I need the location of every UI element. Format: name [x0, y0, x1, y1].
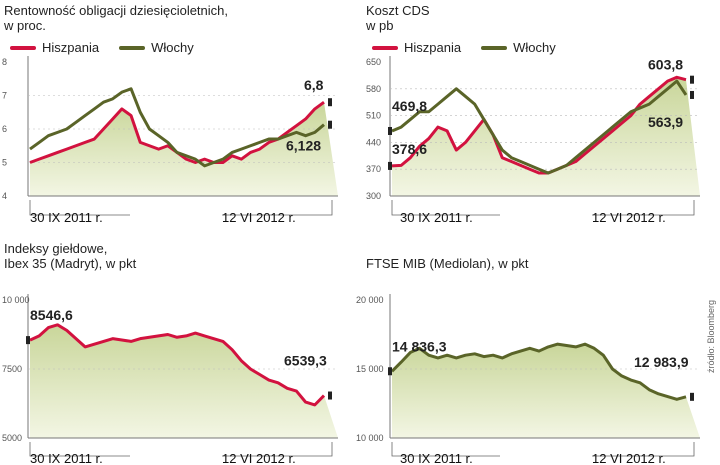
ftse-start-label: 14 836,3 — [392, 338, 447, 354]
ibex-title-line2: Ibex 35 (Madryt), w pkt — [4, 256, 137, 271]
cds-date-label: 12 VI 2012 r. — [592, 210, 666, 225]
bond-y-tick: 6 — [2, 124, 7, 134]
legend-spain: Hiszpania — [10, 40, 99, 55]
cds-area — [392, 77, 700, 196]
ftse-series-italy — [390, 342, 687, 401]
ibex-y-tick: 5000 — [2, 433, 22, 443]
ibex-date-bracket — [29, 442, 130, 457]
cds-date-bracket — [391, 200, 500, 216]
ibex-area — [30, 324, 338, 438]
ibex-title: Indeksy giełdowe, Ibex 35 (Madryt), w pk… — [4, 241, 136, 271]
cds-series-italy — [391, 79, 688, 175]
cds-y-tick: 300 — [366, 191, 381, 201]
ftse-date-label: 30 IX 2011 r. — [400, 451, 473, 465]
cds-end-label: 603,8 — [648, 57, 683, 73]
ftse-area — [392, 344, 700, 438]
ftse-date-label: 12 VI 2012 r. — [592, 451, 666, 465]
cds-y-tick: 440 — [366, 137, 381, 147]
ibex-end-label: 6539,3 — [284, 353, 327, 369]
legend-swatch-italy — [481, 45, 508, 50]
ftse-end-label: 12 983,9 — [634, 354, 689, 370]
cds-title-line2: w pb — [366, 18, 394, 33]
cds-title-line1: Koszt CDS — [366, 3, 430, 18]
bond-title: Rentowność obligacji dziesięcioletnich, … — [4, 3, 228, 33]
legend-italy: Włochy — [481, 40, 556, 55]
ibex-y-tick: 7500 — [2, 364, 22, 374]
legend-spain: Hiszpania — [372, 40, 461, 55]
ftse-title: FTSE MIB (Mediolan), w pkt — [366, 256, 529, 271]
bond-date-bracket — [222, 200, 333, 216]
legend-label-italy: Włochy — [151, 40, 194, 55]
cds-y-tick: 370 — [366, 164, 381, 174]
legend-swatch-italy — [119, 45, 146, 50]
cds-end-marker — [690, 75, 694, 84]
cds-start-marker — [388, 126, 392, 135]
ftse-title-line1: FTSE MIB (Mediolan), w pkt — [366, 256, 529, 271]
ftse-end-marker — [690, 392, 694, 401]
ftse-start-marker — [388, 367, 392, 376]
cds-legend: Hiszpania Włochy — [372, 40, 570, 55]
ftse-y-tick: 10 000 — [356, 433, 384, 443]
cds-y-tick: 510 — [366, 111, 381, 121]
source-note: źródło: Bloomberg — [706, 300, 716, 374]
legend-swatch-spain — [372, 45, 398, 50]
bond-date-label: 30 IX 2011 r. — [30, 210, 103, 225]
bond-y-tick: 4 — [2, 191, 7, 201]
bond-title-line2: w proc. — [4, 18, 46, 33]
legend-swatch-spain — [10, 45, 36, 50]
ftse-y-tick: 20 000 — [356, 295, 384, 305]
ibex-date-bracket — [222, 442, 333, 457]
ibex-end-marker — [328, 391, 332, 400]
ibex-start-label: 8546,6 — [30, 307, 73, 323]
cds-start-marker — [388, 161, 392, 170]
bond-y-tick: 5 — [2, 158, 7, 168]
bond-title-line1: Rentowność obligacji dziesięcioletnich, — [4, 3, 229, 18]
bond-end-label: 6,128 — [286, 138, 321, 154]
ftse-y-tick: 15 000 — [356, 364, 384, 374]
bond-y-tick: 7 — [2, 91, 7, 101]
cds-title: Koszt CDS w pb — [366, 3, 430, 33]
cds-end-label: 563,9 — [648, 114, 683, 130]
legend-italy: Włochy — [119, 40, 194, 55]
bond-y-tick: 8 — [2, 57, 7, 67]
cds-y-tick: 580 — [366, 84, 381, 94]
bond-series-italy — [29, 87, 325, 168]
ibex-date-label: 30 IX 2011 r. — [30, 451, 103, 465]
ibex-y-tick: 10 000 — [2, 295, 30, 305]
bond-date-bracket — [29, 200, 130, 216]
legend-label-italy: Włochy — [513, 40, 556, 55]
cds-start-label: 469,8 — [392, 98, 427, 114]
bond-end-marker — [328, 98, 332, 107]
ftse-date-bracket — [391, 442, 500, 457]
cds-date-label: 30 IX 2011 r. — [400, 210, 473, 225]
cds-date-bracket — [592, 200, 695, 216]
cds-start-label: 378,6 — [392, 141, 427, 157]
legend-label-spain: Hiszpania — [404, 40, 462, 55]
cds-y-tick: 650 — [366, 57, 381, 67]
legend-label-spain: Hiszpania — [42, 40, 100, 55]
bond-end-label: 6,8 — [304, 77, 324, 93]
ibex-series-spain — [29, 323, 326, 407]
ibex-start-marker — [26, 336, 30, 345]
ftse-date-bracket — [592, 442, 695, 457]
ibex-date-label: 12 VI 2012 r. — [222, 451, 296, 465]
cds-end-marker — [690, 90, 694, 99]
ibex-title-line1: Indeksy giełdowe, — [4, 241, 108, 256]
bond-legend: Hiszpania Włochy — [10, 40, 208, 55]
bond-date-label: 12 VI 2012 r. — [222, 210, 296, 225]
bond-end-marker — [328, 120, 332, 129]
